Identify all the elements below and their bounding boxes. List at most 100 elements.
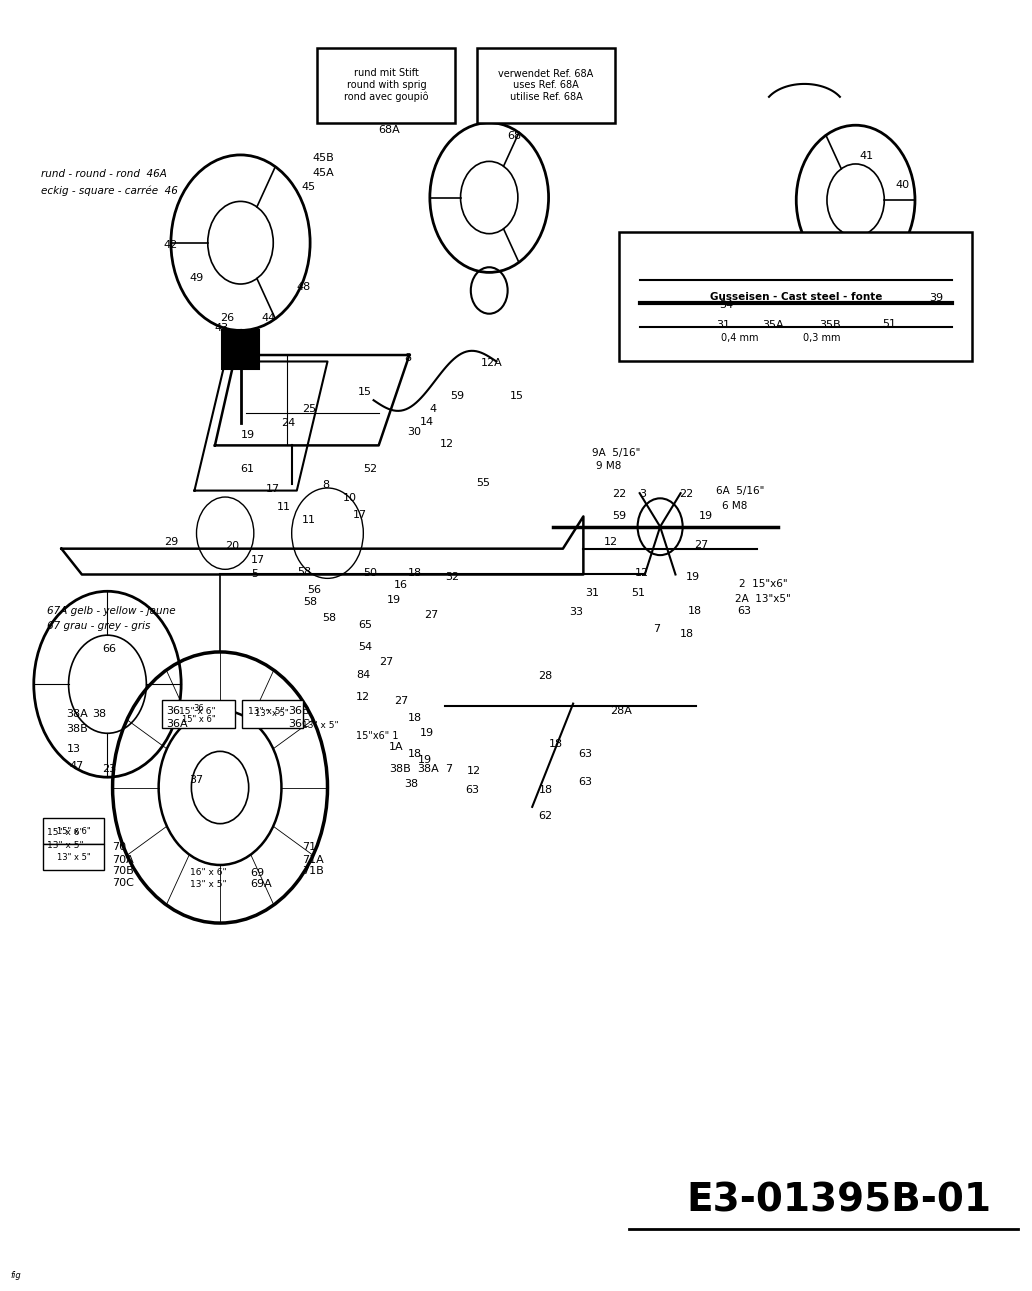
Text: 71B: 71B [302, 866, 324, 877]
Text: 47: 47 [69, 760, 84, 771]
Text: 13" x 5": 13" x 5" [57, 853, 91, 861]
Text: 63: 63 [465, 785, 480, 795]
Text: 36B: 36B [289, 706, 311, 717]
Text: 17: 17 [266, 484, 281, 494]
Text: 32: 32 [445, 572, 459, 582]
Text: 71A: 71A [302, 855, 324, 865]
Text: 6 M8: 6 M8 [721, 501, 747, 511]
Text: 14: 14 [420, 417, 433, 427]
Text: 15: 15 [358, 387, 373, 398]
Text: Gusseisen - Cast steel - fonte: Gusseisen - Cast steel - fonte [710, 292, 882, 302]
Text: 84: 84 [356, 670, 370, 680]
Text: 38B: 38B [66, 724, 89, 735]
Text: 24: 24 [282, 418, 296, 429]
Text: 12: 12 [466, 766, 481, 776]
Text: 13" x 5": 13" x 5" [248, 707, 284, 715]
Text: 38: 38 [405, 778, 418, 789]
Text: 45A: 45A [312, 168, 334, 178]
Text: 6A  5/16": 6A 5/16" [716, 485, 765, 496]
Text: 0,4 mm: 0,4 mm [720, 333, 759, 343]
Text: 18: 18 [680, 629, 694, 639]
Text: verwendet Ref. 68A
uses Ref. 68A
utilise Ref. 68A: verwendet Ref. 68A uses Ref. 68A utilise… [498, 68, 593, 102]
Text: 19: 19 [387, 595, 401, 605]
Text: 48: 48 [297, 281, 311, 292]
Text: 45B: 45B [312, 152, 334, 163]
Text: 44: 44 [261, 312, 276, 323]
Text: 18: 18 [408, 568, 421, 578]
Text: 63: 63 [578, 749, 592, 759]
Text: 51: 51 [632, 587, 645, 598]
Text: 15: 15 [510, 391, 523, 402]
Text: 35A: 35A [763, 320, 784, 330]
Text: eckig - square - carrée  46: eckig - square - carrée 46 [41, 186, 178, 196]
Text: 38B: 38B [389, 764, 411, 775]
Text: 13" x 5": 13" x 5" [47, 842, 84, 849]
Text: 17: 17 [353, 510, 367, 520]
Text: 38: 38 [92, 709, 106, 719]
Text: 50: 50 [363, 568, 378, 578]
Text: 13" x 5": 13" x 5" [256, 710, 289, 718]
Text: 69A: 69A [251, 879, 272, 889]
Text: rund mit Stift
round with sprig
rond avec goupiô: rund mit Stift round with sprig rond ave… [344, 68, 428, 102]
Bar [43, 818, 104, 844]
Text: 28: 28 [539, 671, 552, 682]
Text: 23: 23 [102, 764, 117, 775]
Text: 54: 54 [358, 642, 373, 652]
Text: rund - round - rond  46A: rund - round - rond 46A [41, 169, 167, 179]
Text: 16" x 6": 16" x 6" [190, 869, 227, 877]
Text: E3-01395B-01: E3-01395B-01 [686, 1183, 992, 1220]
Text: 58: 58 [322, 613, 336, 624]
Text: 70C: 70C [112, 878, 134, 888]
Text: 13" x 5": 13" x 5" [302, 722, 338, 729]
Text: 20: 20 [225, 541, 239, 551]
Text: 36: 36 [166, 706, 180, 717]
Text: 29: 29 [164, 537, 178, 547]
Text: 59: 59 [450, 391, 464, 402]
Text: 18: 18 [408, 749, 421, 759]
Text: 27: 27 [424, 609, 438, 620]
Bar [317, 48, 455, 123]
Text: 39: 39 [929, 293, 943, 303]
Text: 41: 41 [860, 151, 874, 161]
Bar [222, 330, 259, 369]
Text: 18: 18 [408, 713, 421, 723]
Text: 34: 34 [719, 300, 734, 310]
Text: 38A: 38A [66, 709, 89, 719]
Text: 58: 58 [303, 596, 317, 607]
Bar [477, 48, 615, 123]
Text: 16: 16 [394, 580, 408, 590]
Text: 59: 59 [612, 511, 626, 522]
Text: 12: 12 [356, 692, 370, 702]
Text: 12A: 12A [481, 358, 503, 368]
Text: 67A gelb - yellow - jaune: 67A gelb - yellow - jaune [47, 605, 175, 616]
Text: 71: 71 [302, 842, 316, 852]
Text: 8: 8 [322, 480, 329, 491]
Text: 67 grau - grey - gris: 67 grau - grey - gris [47, 621, 151, 631]
Text: 15"x6" 1: 15"x6" 1 [356, 731, 398, 741]
Text: 25: 25 [302, 404, 316, 414]
Text: 0,3 mm: 0,3 mm [804, 333, 841, 343]
Text: 26: 26 [220, 312, 234, 323]
Text: 35B: 35B [818, 320, 840, 330]
Text: 36A: 36A [166, 719, 188, 729]
Bar [162, 700, 235, 728]
Bar [241, 700, 303, 728]
Text: 8: 8 [405, 352, 412, 363]
Text: 28A: 28A [610, 706, 632, 717]
Text: 19: 19 [240, 430, 255, 440]
Text: 22: 22 [612, 489, 626, 500]
Text: 19: 19 [420, 728, 433, 738]
Text: 61: 61 [240, 463, 255, 474]
Text: 36C: 36C [289, 719, 311, 729]
Text: 62: 62 [539, 811, 552, 821]
Text: 27: 27 [694, 540, 708, 550]
Text: 27: 27 [379, 657, 393, 667]
Text: 18: 18 [549, 738, 562, 749]
Text: 19: 19 [418, 755, 431, 766]
Text: fig: fig [10, 1272, 21, 1279]
Text: 19: 19 [685, 572, 700, 582]
Text: 69: 69 [251, 868, 265, 878]
Text: 70A: 70A [112, 855, 134, 865]
Text: 9A  5/16": 9A 5/16" [591, 448, 640, 458]
Text: 18: 18 [539, 785, 552, 795]
